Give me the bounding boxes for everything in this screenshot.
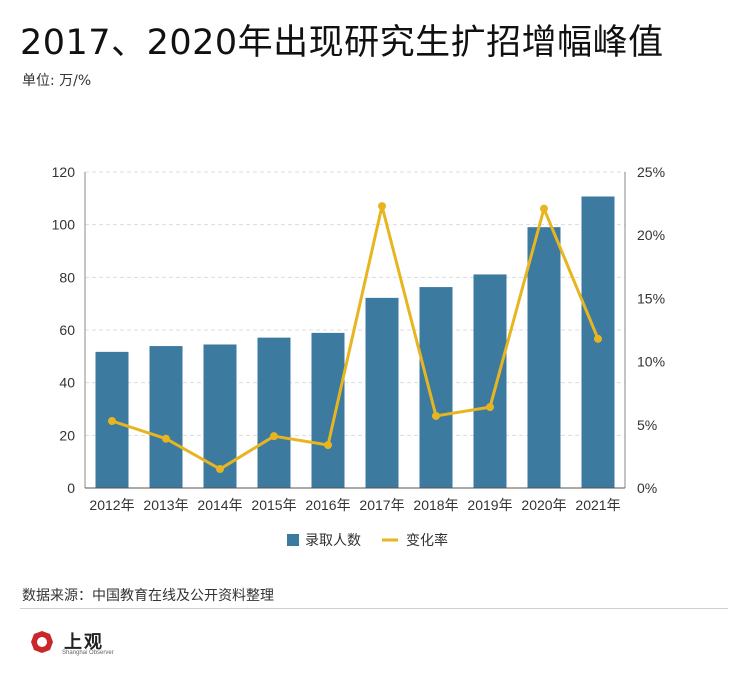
line-point [594, 334, 602, 343]
x-tick-label: 2013年 [143, 497, 188, 513]
y-left-tick-label: 120 [52, 164, 76, 180]
x-tick-label: 2021年 [575, 497, 620, 513]
logo-text: 上观 [64, 632, 104, 653]
x-tick-label: 2019年 [467, 497, 512, 513]
x-tick-label: 2015年 [251, 497, 296, 513]
bar [419, 287, 453, 488]
bar [527, 227, 561, 488]
bar [473, 274, 507, 488]
legend-swatch-bar [287, 534, 299, 546]
brand-logo: 上观 Shanghai Observer [30, 628, 150, 668]
unit-label: 单位: 万/% [22, 73, 92, 89]
line-point [270, 432, 278, 441]
line-point [324, 441, 332, 450]
line-point [108, 417, 116, 426]
bar [311, 332, 345, 488]
y-left-tick-label: 40 [59, 375, 75, 391]
logo-subtext: Shanghai Observer [62, 650, 114, 656]
y-right-tick-label: 0% [637, 480, 657, 496]
chart: 0 20 40 60 80 100 120 0% 5% 10% 15% 20% 25% 2012年 2013… [52, 164, 665, 548]
bar [365, 297, 399, 488]
y-left-tick-label: 20 [59, 427, 75, 443]
y-right-tick-label: 5% [637, 417, 657, 433]
logo-icon [31, 631, 53, 653]
legend-label: 变化率 [406, 532, 448, 548]
x-tick-label: 2012年 [89, 497, 134, 513]
y-left-tick-label: 60 [59, 322, 75, 338]
bar [257, 337, 291, 488]
bar [149, 346, 183, 488]
y-right-tick-label: 25% [637, 164, 665, 180]
series-line-变化率 [111, 204, 600, 471]
y-left-tick-label: 80 [59, 269, 75, 285]
x-tick-label: 2016年 [305, 497, 350, 513]
y-right-tick-label: 20% [637, 227, 665, 243]
y-left-tick-label: 100 [52, 217, 76, 233]
line-point [540, 204, 548, 213]
x-tick-label: 2020年 [521, 497, 566, 513]
line-point [162, 434, 170, 443]
line-point [432, 411, 440, 420]
line-point [486, 403, 494, 412]
y-right-tick-label: 10% [637, 354, 665, 370]
line-point [378, 202, 386, 211]
y-left-tick-label: 0 [67, 480, 75, 496]
chart-title: 2017、2020年出现研究生扩招增幅峰值 [20, 23, 664, 63]
x-tick-label: 2018年 [413, 497, 458, 513]
source-note: 数据来源：中国教育在线及公开资料整理 [22, 588, 274, 604]
x-tick-label: 2017年 [359, 497, 404, 513]
line-point [216, 465, 224, 474]
legend-label: 录取人数 [305, 532, 361, 548]
x-tick-label: 2014年 [197, 497, 242, 513]
divider [20, 608, 728, 609]
y-right-tick-label: 15% [637, 290, 665, 306]
